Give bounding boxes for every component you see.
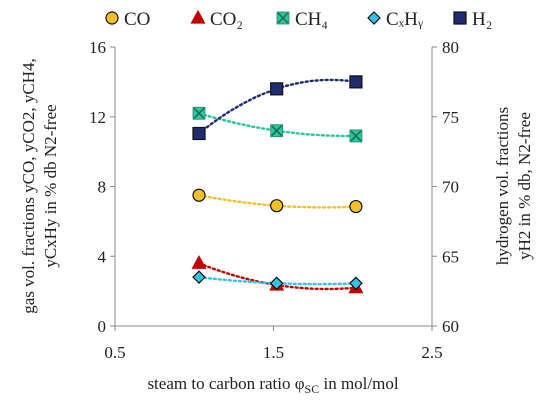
- data-point: [192, 270, 206, 285]
- legend-marker: [453, 11, 467, 25]
- data-point: [269, 276, 284, 291]
- circle-marker: [270, 199, 284, 213]
- left-axis-title-line-1: gas vol. fractions yCO, yCO2, yCH4,: [19, 58, 38, 313]
- legend-item: CO₂: [190, 9, 243, 30]
- triangle-marker: [191, 254, 207, 269]
- left-tick-label: 0: [98, 317, 107, 336]
- left-tick-labels: 0 4 8 12 16: [89, 38, 115, 336]
- data-point: [270, 199, 284, 213]
- data-point: [349, 129, 363, 143]
- x-axis-title-text: in mol/mol: [319, 374, 399, 393]
- legend-marker: [276, 11, 290, 25]
- legend-marker: [367, 11, 381, 25]
- square-marker: [270, 82, 284, 96]
- x-marker-stroke: [193, 107, 205, 119]
- circle-marker: [105, 11, 119, 25]
- circle-marker: [349, 199, 363, 214]
- left-axis-title: gas vol. fractions yCO, yCO2, yCH4, yCxH…: [19, 58, 60, 313]
- legend-item: H₂: [453, 9, 492, 30]
- diamond-marker: [269, 276, 284, 291]
- square-marker: [453, 11, 467, 25]
- right-axis-title-line-1: hydrogen vol. fractions: [493, 107, 512, 265]
- left-tick-label: 8: [98, 178, 107, 197]
- legend-marker: [105, 11, 119, 25]
- legend-item: CO: [105, 9, 150, 30]
- right-tick-labels: 60 65 70 75 80: [432, 38, 459, 336]
- x-marker-stroke: [271, 125, 283, 137]
- legend-label: CO₂: [210, 9, 243, 30]
- circle-marker: [192, 188, 206, 202]
- x-tick-label: 0.5: [104, 343, 125, 362]
- data-point: [270, 82, 284, 96]
- right-tick-label: 60: [442, 317, 459, 336]
- square-marker: [192, 126, 206, 141]
- diamond-marker: [192, 270, 206, 285]
- triangle-marker: [190, 9, 206, 24]
- data-point: [191, 254, 207, 269]
- left-tick-label: 4: [98, 247, 107, 266]
- right-tick-label: 75: [442, 108, 459, 127]
- right-axis-title-line-2: yH2 in % db, N2-free: [515, 112, 534, 260]
- data-point: [270, 124, 284, 138]
- legend-label: CₓHᵧ: [386, 9, 423, 30]
- square-marker: [349, 75, 363, 89]
- data-point: [192, 188, 206, 202]
- left-tick-label: 16: [89, 38, 106, 57]
- trend-lines: [197, 78, 358, 291]
- data-point: [192, 106, 206, 120]
- right-tick-label: 70: [442, 178, 459, 197]
- x-marker-stroke: [277, 12, 289, 24]
- x-tick-label: 1.5: [263, 343, 284, 362]
- right-axis-title: hydrogen vol. fractions yH2 in % db, N2-…: [493, 107, 534, 265]
- x-axis-title: steam to carbon ratio φSC in mol/mol: [147, 374, 398, 396]
- right-tick-label: 65: [442, 247, 459, 266]
- legend-item: CₓHᵧ: [367, 9, 423, 30]
- data-point: [192, 126, 206, 141]
- x-axis-title-text: steam to carbon ratio φ: [147, 374, 304, 393]
- diamond-marker: [349, 276, 363, 291]
- diamond-marker: [367, 11, 381, 25]
- x-marker-stroke: [350, 130, 362, 142]
- trend-line: [197, 276, 358, 286]
- legend-label: H₂: [472, 9, 492, 30]
- data-points: [191, 75, 364, 294]
- legend-item: CH₄: [276, 9, 328, 30]
- x-tick-labels: 0.5 1.5 2.5: [104, 326, 443, 362]
- legend-marker: [190, 9, 206, 24]
- legend-label: CO: [124, 9, 150, 30]
- left-axis-title-line-2: yCxHy in % db N2-free: [41, 104, 60, 267]
- x-tick-label: 2.5: [421, 343, 442, 362]
- legend: CO CO₂ CH₄ CₓHᵧ H₂: [105, 9, 492, 30]
- x-axis-title-subscript: SC: [305, 382, 320, 396]
- right-tick-label: 80: [442, 38, 459, 57]
- data-point: [349, 276, 363, 291]
- data-point: [349, 199, 363, 214]
- data-point: [349, 75, 363, 89]
- legend-label: CH₄: [295, 9, 328, 30]
- left-tick-label: 12: [89, 108, 106, 127]
